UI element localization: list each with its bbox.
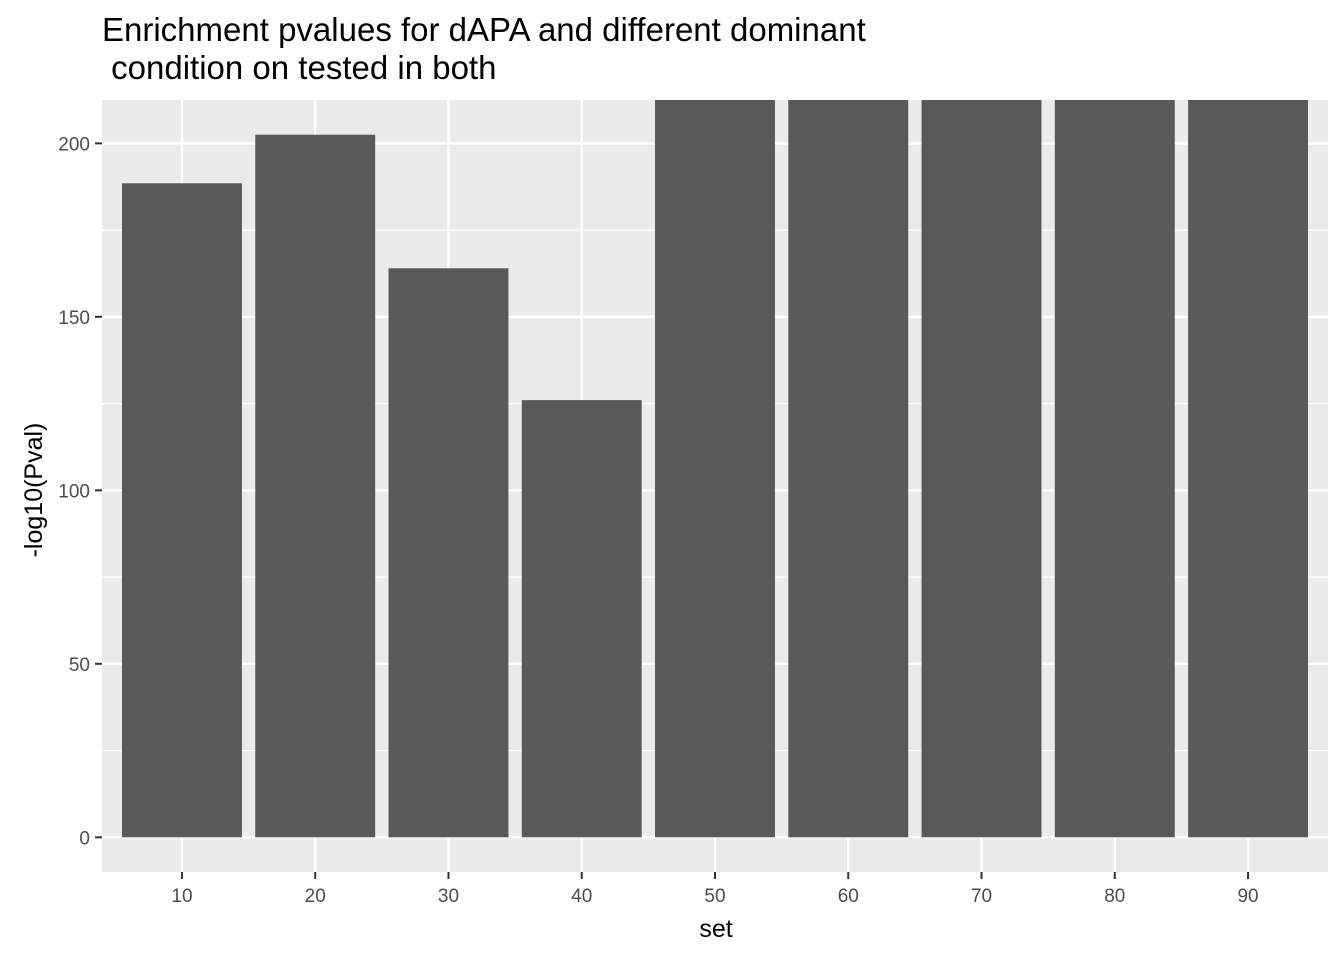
y-tick-label: 0 <box>79 828 90 849</box>
bar <box>655 100 775 838</box>
bar <box>388 268 509 838</box>
bar <box>921 100 1042 838</box>
x-tick-label: 40 <box>571 886 592 907</box>
bar <box>1054 100 1175 838</box>
y-axis-title: -log10(Pval) <box>20 423 48 558</box>
chart-title-line-2: condition on tested in both <box>102 49 497 86</box>
x-tick-label: 20 <box>305 886 326 907</box>
bar <box>788 100 909 838</box>
x-tick-label: 80 <box>1104 886 1125 907</box>
x-tick-label: 60 <box>838 886 859 907</box>
x-tick-label: 30 <box>438 886 459 907</box>
x-tick-label: 50 <box>704 886 725 907</box>
chart-title-line-1: Enrichment pvalues for dAPA and differen… <box>102 11 866 48</box>
bar <box>255 134 376 838</box>
x-tick-label: 10 <box>171 886 192 907</box>
x-axis-title: set <box>699 915 732 943</box>
bar <box>1188 100 1309 838</box>
y-tick-label: 150 <box>58 308 90 329</box>
bar-series <box>121 100 1309 838</box>
y-tick-label: 50 <box>69 655 90 676</box>
bar <box>121 183 242 838</box>
x-tick-label: 70 <box>971 886 992 907</box>
bar <box>521 400 642 838</box>
x-axis: 10 20 30 40 50 60 70 80 90 <box>171 872 1259 907</box>
y-axis: 0 50 100 150 200 <box>58 134 102 849</box>
y-tick-label: 100 <box>58 481 90 502</box>
y-tick-label: 200 <box>58 134 90 155</box>
x-tick-label: 90 <box>1237 886 1258 907</box>
